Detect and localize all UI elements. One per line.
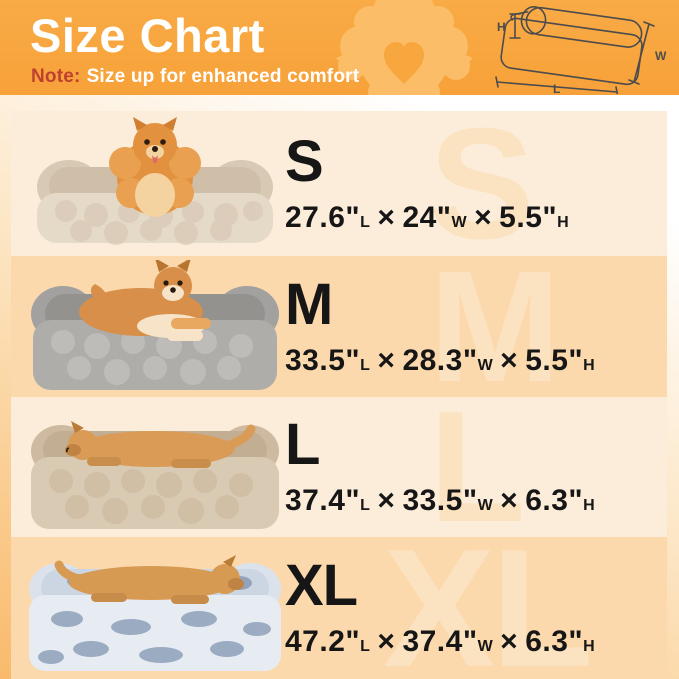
width-unit: W [451,213,468,231]
length-value: 33.5" [285,343,361,377]
note-line: Note: Size up for enhanced comfort [31,66,359,88]
bed-dimension-diagram: H W L /* labels bound below */ [495,6,667,94]
dimensions-text: 27.6"L × 24"W × 5.5"H [285,201,569,235]
product-photo-xlarge-bed-dog [29,555,281,671]
size-letter: XL [285,553,358,618]
size-info-m: M 33.5"L × 28.3"W × 5.5"H [285,271,595,378]
length-value: 27.6" [285,200,361,234]
times-symbol: × [474,200,493,234]
diagram-l-label: L [553,82,560,94]
height-unit: H [583,356,596,374]
size-letter: M [285,271,333,337]
width-value: 24" [402,200,452,234]
watermark-letter-m: M [429,256,561,397]
note-label: Note: [31,66,81,87]
watermark-letter-l: L [429,397,525,537]
width-unit: W [477,356,494,374]
width-value: 37.4" [402,625,478,658]
times-symbol: × [500,484,519,517]
length-unit: L [360,638,371,655]
size-row-s: S [11,111,667,256]
size-letter: L [285,412,320,477]
width-value: 28.3" [402,343,478,377]
size-row-l: L [11,397,667,537]
shiba-dog-illustration [79,260,211,341]
diagram-w-label: W [655,49,667,63]
diagram-h-label: H [497,20,506,34]
dog-head-heart-watermark-icon [336,0,473,95]
dimensions-text: 37.4"L × 33.5"W × 6.3"H [285,484,595,518]
height-value: 6.3" [525,625,584,658]
times-symbol: × [377,484,396,517]
width-unit: W [477,497,494,514]
sleeping-dog-illustration [54,555,244,604]
times-symbol: × [500,343,519,377]
times-symbol: × [377,200,396,234]
times-symbol: × [500,625,519,658]
heart-icon [384,42,424,84]
size-info-xl: XL 47.2"L × 37.4"W × 6.3"H [285,557,595,659]
height-unit: H [583,497,596,514]
size-panel: S [11,111,667,679]
length-unit: L [360,497,371,514]
pomeranian-dog-illustration [109,117,201,217]
height-value: 5.5" [499,200,558,234]
dimensions-text: 33.5"L × 28.3"W × 5.5"H [285,344,595,378]
size-info-l: L 37.4"L × 33.5"W × 6.3"H [285,416,595,518]
sleeping-dog-illustration [65,421,256,468]
product-photo-small-bed-pomeranian [37,117,273,245]
height-value: 5.5" [525,343,584,377]
size-row-m: M [11,256,667,397]
watermark-letters-xl: XL [383,537,594,679]
times-symbol: × [377,343,396,377]
product-photo-large-bed-dog [31,421,279,529]
length-value: 47.2" [285,625,361,658]
height-value: 6.3" [525,484,584,517]
watermark-letter-s: S [429,111,534,256]
width-unit: W [477,638,494,655]
width-value: 33.5" [402,484,478,517]
height-unit: H [557,213,570,231]
header: Size Chart Note: Size up for enhanced com… [0,0,679,95]
times-symbol: × [377,625,396,658]
product-photo-medium-bed-shiba [31,260,279,390]
note-text: Size up for enhanced comfort [86,66,360,87]
length-unit: L [360,356,371,374]
size-letter: S [285,128,324,194]
page-title: Size Chart [30,9,265,62]
length-value: 37.4" [285,484,361,517]
size-info-s: S 27.6"L × 24"W × 5.5"H [285,128,569,235]
dimensions-text: 47.2"L × 37.4"W × 6.3"H [285,625,595,659]
height-unit: H [583,638,596,655]
length-unit: L [360,213,371,231]
size-row-xl: XL [11,537,667,679]
